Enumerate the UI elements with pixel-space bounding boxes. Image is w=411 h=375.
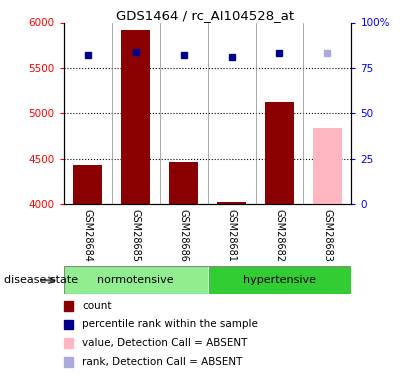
Text: GSM28683: GSM28683 (323, 209, 332, 262)
Text: disease state: disease state (4, 275, 78, 285)
Text: value, Detection Call = ABSENT: value, Detection Call = ABSENT (82, 338, 247, 348)
Text: hypertensive: hypertensive (243, 275, 316, 285)
Bar (265, 102, 294, 204)
Text: GSM28685: GSM28685 (131, 209, 141, 262)
Bar (169, 162, 198, 204)
Bar (208, 266, 351, 294)
Text: percentile rank within the sample: percentile rank within the sample (82, 320, 258, 329)
Bar (73, 165, 102, 204)
Bar (64, 266, 208, 294)
Text: GSM28681: GSM28681 (226, 209, 236, 262)
Text: count: count (82, 301, 112, 310)
Text: normotensive: normotensive (97, 275, 174, 285)
Bar (313, 128, 342, 204)
Text: GDS1464 / rc_AI104528_at: GDS1464 / rc_AI104528_at (116, 9, 295, 22)
Text: GSM28682: GSM28682 (275, 209, 284, 262)
Bar (217, 202, 246, 204)
Bar (121, 30, 150, 204)
Text: GSM28686: GSM28686 (179, 209, 189, 262)
Text: rank, Detection Call = ABSENT: rank, Detection Call = ABSENT (82, 357, 242, 367)
Text: GSM28684: GSM28684 (83, 209, 92, 262)
